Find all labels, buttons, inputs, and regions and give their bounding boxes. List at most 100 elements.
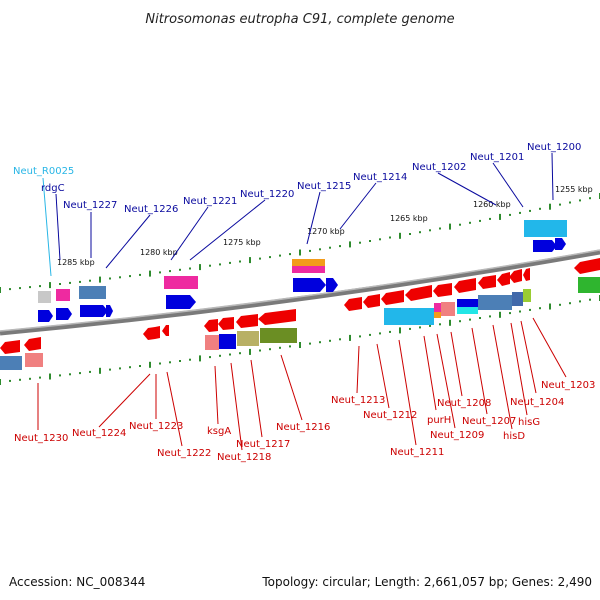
- gene-label[interactable]: Neut_1207: [462, 416, 516, 427]
- gene-label[interactable]: Neut_1227: [63, 200, 117, 211]
- gene-box[interactable]: [38, 291, 51, 303]
- gene-arrow[interactable]: [24, 337, 41, 351]
- gene-label[interactable]: Neut_1213: [331, 395, 385, 406]
- gene-label[interactable]: Neut_1201: [470, 152, 524, 163]
- gene-arrow[interactable]: [166, 295, 196, 309]
- gene-label[interactable]: Neut_1208: [437, 398, 491, 409]
- gene-label[interactable]: Neut_1217: [236, 439, 290, 450]
- gene-arrow[interactable]: [236, 314, 258, 328]
- gene-label[interactable]: Neut_1209: [430, 430, 484, 441]
- gene-arrow[interactable]: [106, 305, 113, 317]
- gene-box[interactable]: [457, 299, 478, 307]
- gene-label[interactable]: Neut_1211: [390, 447, 444, 458]
- gene-label[interactable]: Neut_1202: [412, 162, 466, 173]
- scale-tick: [449, 223, 451, 230]
- gene-label[interactable]: Neut_1230: [14, 433, 68, 444]
- scale-tick: [339, 245, 341, 248]
- gene-box[interactable]: [512, 292, 523, 306]
- gene-label[interactable]: Neut_1222: [157, 448, 211, 459]
- gene-arrow[interactable]: [293, 278, 326, 292]
- gene-arrow[interactable]: [258, 309, 296, 325]
- gene-box[interactable]: [25, 353, 43, 367]
- gene-arrow[interactable]: [162, 325, 169, 336]
- gene-label[interactable]: Neut_1226: [124, 204, 178, 215]
- gene-label[interactable]: Neut_1224: [72, 428, 126, 439]
- gene-arrow[interactable]: [555, 238, 566, 250]
- gene-arrow[interactable]: [509, 269, 522, 283]
- scale-tick: [369, 333, 371, 336]
- gene-box[interactable]: [441, 302, 455, 316]
- gene-box[interactable]: [292, 259, 325, 266]
- leader-line: [492, 162, 524, 208]
- gene-arrow[interactable]: [478, 275, 496, 289]
- gene-label[interactable]: Neut_1203: [541, 380, 595, 391]
- gene-arrow[interactable]: [151, 326, 160, 339]
- scale-tick: [529, 209, 531, 212]
- gene-arrow[interactable]: [405, 285, 432, 301]
- gene-label[interactable]: hisD: [503, 431, 525, 442]
- gene-arrow[interactable]: [381, 290, 404, 305]
- leader-line: [510, 322, 528, 416]
- scale-tick: [319, 248, 321, 251]
- gene-label[interactable]: Neut_1221: [183, 196, 237, 207]
- gene-arrow[interactable]: [344, 297, 362, 311]
- scale-tick: [239, 352, 241, 355]
- gene-arrow[interactable]: [433, 283, 452, 297]
- gene-arrow[interactable]: [204, 319, 218, 332]
- gene-box[interactable]: [205, 335, 219, 350]
- scale-tick: [279, 254, 281, 257]
- rna-label[interactable]: Neut_R0025: [13, 166, 74, 177]
- gene-box[interactable]: [434, 303, 441, 312]
- gene-label[interactable]: Neut_1223: [129, 421, 183, 432]
- gene-label[interactable]: ksgA: [207, 426, 231, 437]
- gene-arrow[interactable]: [143, 327, 155, 340]
- gene-arrow[interactable]: [0, 340, 20, 354]
- scale-tick: [439, 323, 441, 326]
- gene-box[interactable]: [56, 289, 70, 301]
- gene-box[interactable]: [434, 312, 441, 318]
- gene-box[interactable]: [260, 328, 297, 343]
- gene-arrow[interactable]: [38, 310, 53, 322]
- gene-label[interactable]: Neut_1216: [276, 422, 330, 433]
- gene-arrow[interactable]: [363, 294, 380, 308]
- leader-line: [423, 335, 437, 411]
- scale-tick: [159, 271, 161, 274]
- gene-box[interactable]: [384, 308, 434, 325]
- gene-label[interactable]: rdgC: [41, 183, 65, 194]
- gene-label[interactable]: Neut_1214: [353, 172, 407, 183]
- gene-box[interactable]: [164, 276, 198, 289]
- gene-label[interactable]: Neut_1212: [363, 410, 417, 421]
- gene-arrow[interactable]: [497, 272, 510, 286]
- gene-box[interactable]: [292, 266, 325, 273]
- scale-tick: [219, 263, 221, 266]
- gene-arrow[interactable]: [218, 317, 234, 330]
- gene-box[interactable]: [79, 286, 106, 299]
- gene-arrow[interactable]: [326, 278, 338, 292]
- gene-arrow[interactable]: [574, 258, 600, 274]
- gene-arrow[interactable]: [454, 278, 476, 293]
- gene-arrow[interactable]: [533, 240, 557, 252]
- gene-label[interactable]: Neut_1220: [240, 189, 294, 200]
- leader-line: [55, 193, 61, 261]
- gene-box[interactable]: [524, 220, 567, 237]
- gene-box[interactable]: [0, 356, 22, 370]
- scale-tick: [179, 268, 181, 271]
- gene-box[interactable]: [237, 331, 259, 346]
- forward-gene-arrows: [38, 238, 566, 322]
- gene-box[interactable]: [457, 307, 478, 314]
- gene-label[interactable]: Neut_1204: [510, 397, 564, 408]
- gene-arrow[interactable]: [80, 305, 108, 317]
- scale-tick: [229, 353, 231, 356]
- gene-arrow[interactable]: [523, 268, 530, 281]
- gene-box[interactable]: [478, 295, 512, 310]
- gene-label[interactable]: hisG: [518, 417, 540, 428]
- gene-label[interactable]: Neut_1200: [527, 142, 581, 153]
- gene-arrow[interactable]: [56, 308, 72, 320]
- gene-label[interactable]: Neut_1218: [217, 452, 271, 463]
- gene-box[interactable]: [219, 334, 236, 349]
- scale-tick: [449, 319, 451, 326]
- gene-box[interactable]: [578, 277, 600, 293]
- gene-box[interactable]: [523, 289, 531, 302]
- gene-label[interactable]: Neut_1215: [297, 181, 351, 192]
- gene-label[interactable]: purH: [427, 415, 451, 426]
